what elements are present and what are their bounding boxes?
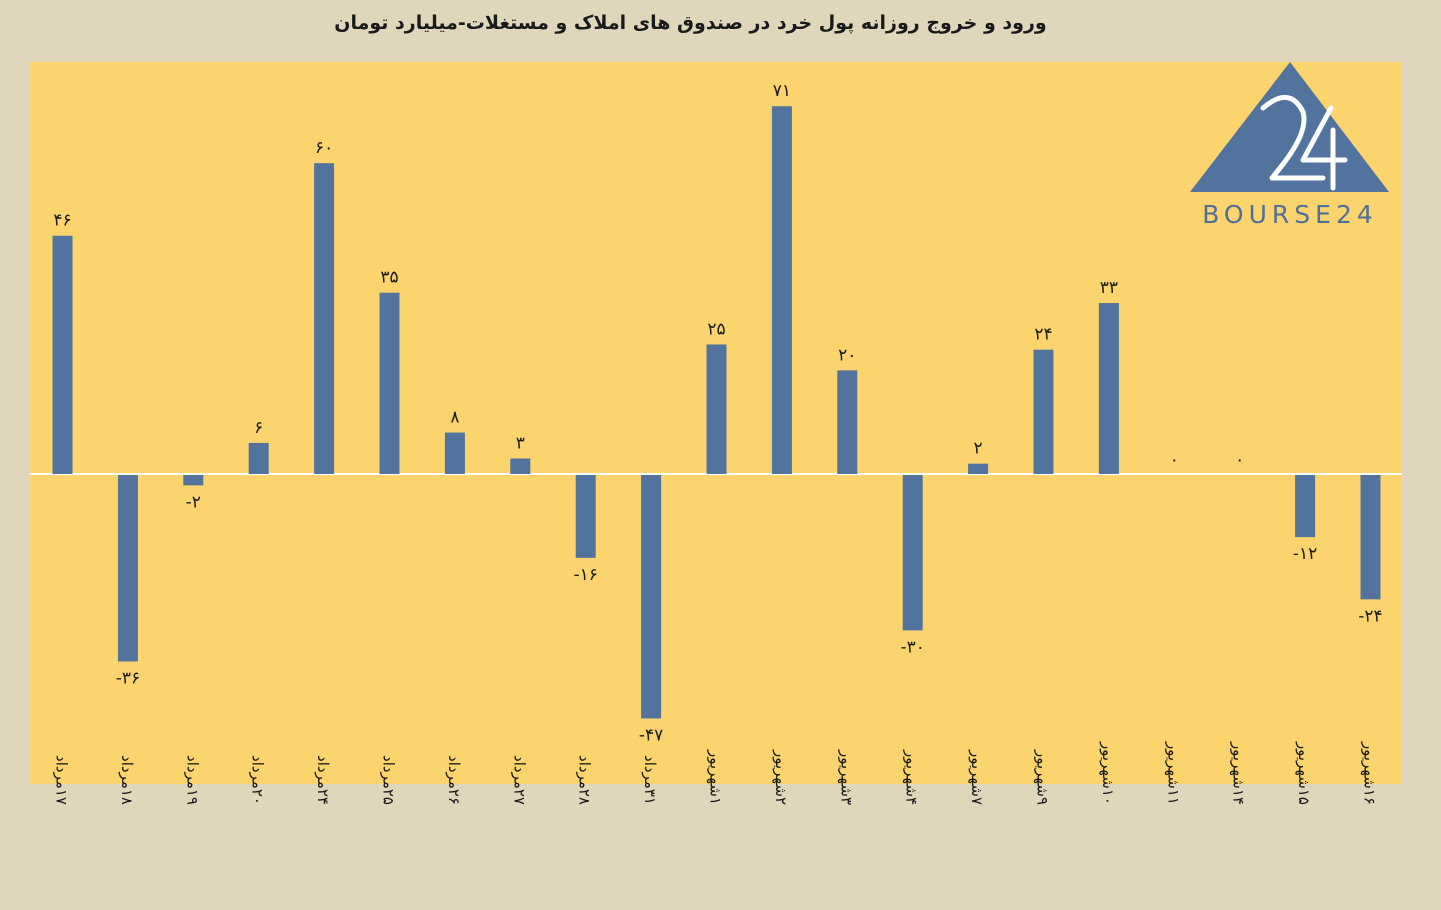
x-tick-label: ۳شهریور <box>837 749 855 805</box>
bourse24-logo <box>1190 62 1389 192</box>
data-label: ۰ <box>1235 450 1244 470</box>
x-tick-label: ۱۴شهریور <box>1230 741 1248 805</box>
x-tick-label: ۱۸مرداد <box>118 755 136 805</box>
data-label: ۲۰ <box>838 345 856 365</box>
data-label: -۳۶ <box>116 668 140 688</box>
bar <box>183 475 204 486</box>
bar <box>1360 475 1381 600</box>
bar <box>1098 303 1119 474</box>
data-label: ۲۵ <box>707 320 725 340</box>
x-tick-label: ۳۱مرداد <box>641 755 659 805</box>
x-tick-label: ۲۸مرداد <box>576 755 594 805</box>
bar <box>641 475 662 719</box>
bar <box>248 442 269 474</box>
bar <box>706 344 727 474</box>
data-label: -۴۷ <box>639 725 663 745</box>
data-label: ۶ <box>254 418 263 438</box>
data-label: ۳ <box>516 433 525 453</box>
data-label: -۲ <box>186 492 201 512</box>
data-label: ۲ <box>974 439 983 459</box>
bar <box>1033 349 1054 474</box>
x-tick-label: ۱شهریور <box>707 749 725 805</box>
data-label: ۴۶ <box>53 211 71 231</box>
x-tick-label: ۷شهریور <box>968 749 986 805</box>
data-label: -۱۲ <box>1293 544 1317 564</box>
x-tick-label: ۲شهریور <box>772 749 790 805</box>
x-tick-label: ۹شهریور <box>1034 749 1052 805</box>
data-label: -۲۴ <box>1358 606 1382 626</box>
x-tick-label: ۱۱شهریور <box>1164 741 1182 805</box>
x-tick-label: ۲۷مرداد <box>510 755 528 805</box>
bar <box>379 292 400 474</box>
bar <box>902 475 923 631</box>
x-tick-label: ۱۰شهریور <box>1099 741 1117 805</box>
data-label: ۸ <box>450 408 459 428</box>
x-tick-label: ۲۰مرداد <box>249 755 267 805</box>
data-label: ۷۱ <box>773 81 791 101</box>
data-label: -۳۰ <box>900 637 924 657</box>
x-tick-label: ۱۷مرداد <box>53 755 71 805</box>
bar <box>117 475 138 662</box>
bar <box>575 475 596 558</box>
data-label: ۳۵ <box>380 268 398 288</box>
data-label: -۱۶ <box>573 565 597 585</box>
bar <box>314 163 335 474</box>
x-tick-label: ۴شهریور <box>903 749 921 805</box>
bar <box>1295 475 1316 538</box>
chart-title: ورود و خروج روزانه پول خرد در صندوق های … <box>334 12 1047 34</box>
x-tick-label: ۲۶مرداد <box>445 755 463 805</box>
x-tick-label: ۱۵شهریور <box>1295 741 1313 805</box>
bar <box>968 463 989 474</box>
bar <box>771 106 792 474</box>
logo-number-2 <box>1260 95 1326 181</box>
data-label: ۶۰ <box>315 138 333 158</box>
data-label: ۲۴ <box>1034 325 1052 345</box>
x-tick-label: ۲۵مرداد <box>380 755 398 805</box>
logo-number-4 <box>1300 105 1348 191</box>
bar <box>52 235 73 474</box>
bar <box>837 370 858 474</box>
bar <box>444 432 465 474</box>
x-tick-label: ۱۶شهریور <box>1361 741 1379 805</box>
bar <box>510 458 531 474</box>
x-tick-label: ۱۹مرداد <box>183 755 201 805</box>
data-label: ۳۳ <box>1100 278 1118 298</box>
x-tick-label: ۲۴مرداد <box>314 755 332 805</box>
data-label: ۰ <box>1170 450 1179 470</box>
logo-text: BOURSE24 <box>1202 200 1378 229</box>
